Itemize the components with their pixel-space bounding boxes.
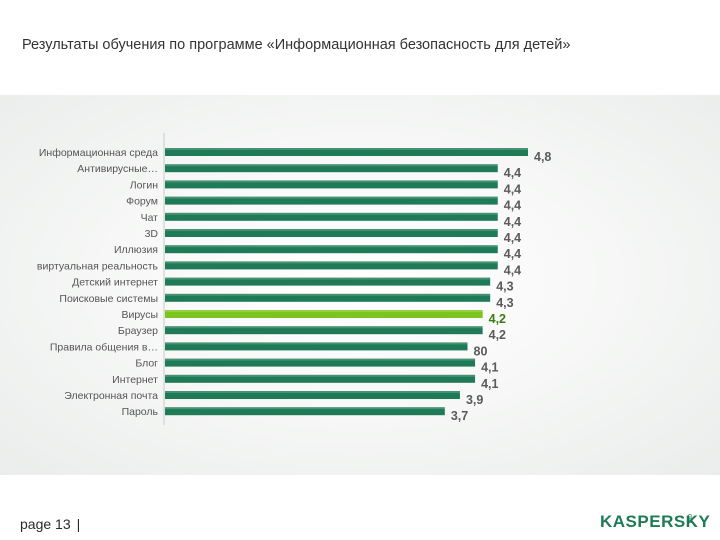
category-label: Правила общения в… [50, 341, 158, 353]
bar [165, 391, 460, 399]
bar-chart: Информационная среда 4,8 Антивирусные… 4,4 Л… [37, 133, 551, 425]
bar [165, 326, 483, 335]
category-label: Браузер [118, 325, 158, 337]
bar [165, 164, 498, 173]
category-label: Чат [141, 212, 159, 224]
bar [165, 245, 498, 254]
value-label: 3,7 [451, 409, 468, 423]
bar-sheen [165, 293, 491, 296]
value-label: 4,3 [496, 296, 513, 310]
category-label: Пароль [122, 406, 159, 418]
category-label: Информационная среда [39, 147, 158, 159]
bar [165, 293, 491, 302]
page-number: page 13 | [20, 516, 80, 532]
bar-sheen [165, 196, 498, 199]
slide-title: Результаты обучения по программе «Информ… [22, 37, 571, 53]
value-label: 4,4 [504, 199, 521, 213]
category-label: Логин [130, 179, 158, 191]
value-label: 4,4 [504, 247, 521, 261]
value-label: 4,4 [504, 166, 521, 180]
bar [165, 407, 445, 416]
value-label: 4,4 [504, 231, 521, 245]
category-label: Форум [126, 196, 158, 208]
bar [165, 310, 483, 318]
category-label: виртуальная реальность [37, 260, 159, 272]
bar-sheen [165, 358, 476, 361]
bar-sheen [165, 277, 491, 280]
bar [165, 374, 476, 383]
bar [165, 180, 498, 189]
chart-area: Информационная среда 4,8 Антивирусные… 4,4 Л… [0, 95, 720, 475]
category-label: Антивирусные… [77, 163, 158, 175]
brand-sub: lab [687, 514, 694, 524]
bar-sheen [165, 164, 498, 167]
bar [165, 342, 468, 351]
bar-sheen [165, 374, 476, 377]
kaspersky-logo: KASPERSKY lab [600, 509, 710, 535]
value-label: 4,8 [534, 150, 551, 164]
bar-sheen [165, 245, 498, 248]
category-label: Блог [135, 358, 158, 370]
brand-name: KASPERSKY [600, 512, 711, 531]
category-label: Интернет [112, 374, 158, 386]
bar-sheen [165, 148, 528, 150]
category-label: Поисковые системы [59, 293, 158, 305]
bar-sheen [165, 229, 498, 231]
bar-sheen [165, 310, 483, 312]
bar-sheen [165, 391, 460, 393]
value-label: 4,3 [496, 280, 513, 294]
value-label: 4,1 [481, 361, 498, 375]
bar [165, 229, 498, 237]
bar [165, 196, 498, 205]
bar-sheen [165, 342, 468, 345]
category-label: 3D [145, 228, 159, 240]
footer-separator: | [76, 516, 81, 532]
bar [165, 261, 498, 270]
category-label: Вирусы [121, 309, 158, 321]
value-label: 4,2 [489, 328, 506, 342]
bar-sheen [165, 407, 445, 410]
bar-sheen [165, 212, 498, 215]
value-label: 4,1 [481, 377, 498, 391]
bar-sheen [165, 261, 498, 264]
bar [165, 148, 528, 156]
value-label: 80 [474, 344, 488, 358]
bar-sheen [165, 326, 483, 329]
page-label: page 13 [20, 516, 71, 532]
value-label: 4,2 [489, 312, 506, 326]
category-label: Иллюзия [114, 244, 158, 256]
value-label: 4,4 [504, 182, 521, 196]
bar-sheen [165, 180, 498, 183]
bar [165, 277, 491, 286]
value-label: 3,9 [466, 393, 483, 407]
value-label: 4,4 [504, 263, 521, 277]
bar [165, 358, 476, 367]
bar [165, 212, 498, 221]
value-label: 4,4 [504, 215, 521, 229]
category-label: Детский интернет [72, 277, 158, 289]
category-label: Электронная почта [64, 390, 158, 402]
